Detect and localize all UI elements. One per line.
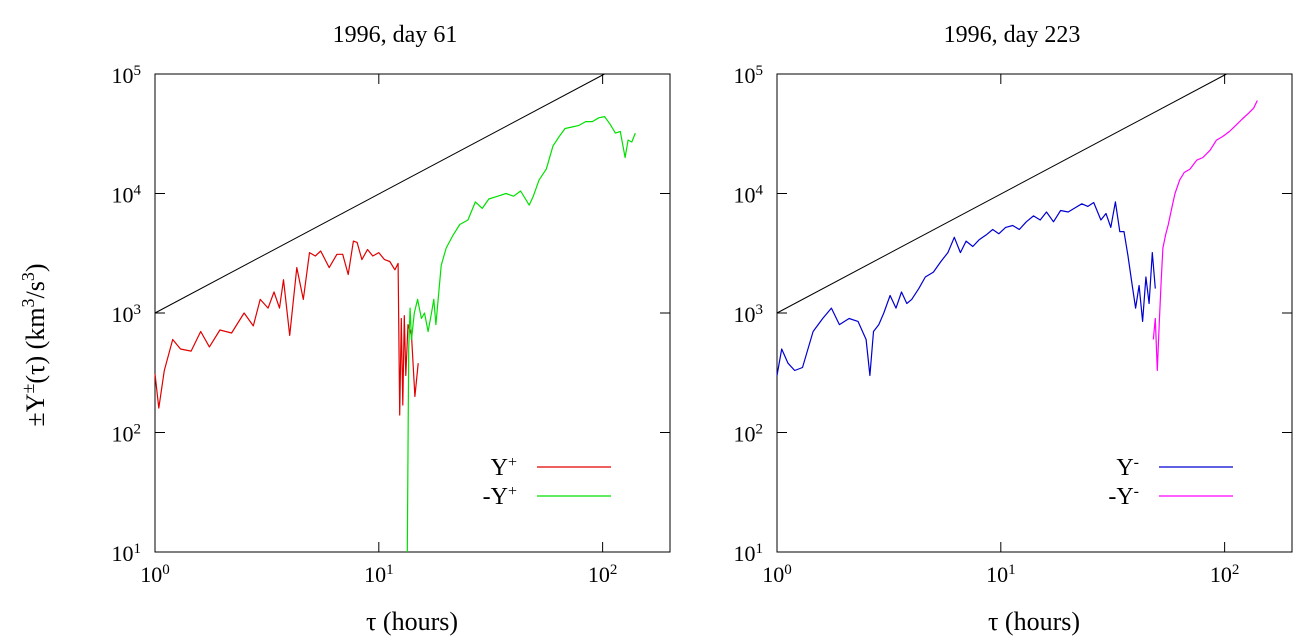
tick-exponent: 2 [1232,562,1240,578]
tick-exponent: 4 [134,183,142,199]
y-tick-label: 104 [112,183,142,208]
reference-line [154,73,605,314]
series-layer [776,73,1258,377]
tick-base: 10 [734,541,756,566]
y-label-pm: ± [21,412,50,426]
y-tick-label: 102 [734,422,764,447]
y-label-sup3a: 3 [18,298,38,307]
tick-base: 10 [986,562,1008,587]
tick-exponent: 2 [134,422,142,438]
y-label-slash: /s [21,281,50,298]
tick-exponent: 0 [784,562,792,578]
tick-exponent: 3 [756,302,764,318]
tick-base: 10 [140,562,162,587]
tick-exponent: 5 [134,63,142,79]
legend-sup: + [508,454,517,471]
tick-base: 10 [112,63,134,88]
tick-exponent: 4 [756,183,764,199]
x-axis-label: τ (hours) [366,607,458,636]
tick-base: 10 [112,183,134,208]
tick-exponent: 0 [162,562,170,578]
legend: Y+-Y+ [483,454,611,511]
legend-label: -Y+ [483,483,517,511]
series-line [1152,100,1258,372]
reference-line [776,73,1227,314]
x-tick-label: 102 [1210,562,1240,587]
y-tick-label: 101 [112,541,142,566]
tick-exponent: 2 [756,422,764,438]
tick-base: 10 [588,562,610,587]
x-tick-label: 101 [364,562,394,587]
tick-base: 10 [112,422,134,447]
tick-base: 10 [734,302,756,327]
x-tick-label: 102 [588,562,618,587]
x-tick-label: 100 [140,562,170,587]
tick-exponent: 1 [756,541,764,557]
y-label-close: ) [21,263,50,272]
legend-name: -Y [1108,484,1133,510]
y-tick-label: 103 [112,302,142,327]
y-tick-label: 101 [734,541,764,566]
plot-frame [776,73,1293,553]
tick-base: 10 [112,541,134,566]
y-tick-label: 104 [734,183,764,208]
series-line [776,201,1156,377]
legend-label: Y+ [491,454,517,482]
tick-exponent: 3 [134,302,142,318]
tick-base: 10 [734,183,756,208]
y-axis-label: ±Y±(τ) (km3/s3) [18,263,50,426]
tick-base: 10 [1210,562,1232,587]
legend-label: Y- [1116,454,1139,482]
x-tick-label: 101 [986,562,1016,587]
tick-exponent: 1 [1008,562,1016,578]
legend-name: Y [491,455,508,481]
series-line [406,115,636,553]
series-line [154,240,419,416]
series-layer [154,73,636,553]
y-label-sup3b: 3 [18,272,38,281]
tick-exponent: 5 [756,63,764,79]
x-axis-label: τ (hours) [988,607,1080,636]
y-label-sup: ± [18,384,38,394]
legend-sup: - [1134,454,1139,471]
tick-exponent: 1 [134,541,142,557]
tick-exponent: 2 [610,562,618,578]
y-label-y: Y [21,393,50,412]
tick-base: 10 [734,63,756,88]
tick-base: 10 [364,562,386,587]
tick-base: 10 [734,422,756,447]
legend-sup: + [508,483,517,500]
y-tick-label: 105 [112,63,142,88]
plot-frame [154,73,671,553]
tick-base: 10 [762,562,784,587]
y-tick-label: 105 [734,63,764,88]
legend-name: Y [1116,455,1133,481]
legend-sup: - [1134,483,1139,500]
legend-name: -Y [483,484,508,510]
chart-title: 1996, day 61 [333,22,458,48]
tick-exponent: 1 [386,562,394,578]
chart-title: 1996, day 223 [944,22,1081,48]
x-tick-label: 100 [762,562,792,587]
y-tick-label: 103 [734,302,764,327]
legend: Y--Y- [1108,454,1233,511]
y-tick-label: 102 [112,422,142,447]
tick-base: 10 [112,302,134,327]
legend-label: -Y- [1108,483,1139,511]
y-label-arg: (τ) (km [21,307,50,383]
